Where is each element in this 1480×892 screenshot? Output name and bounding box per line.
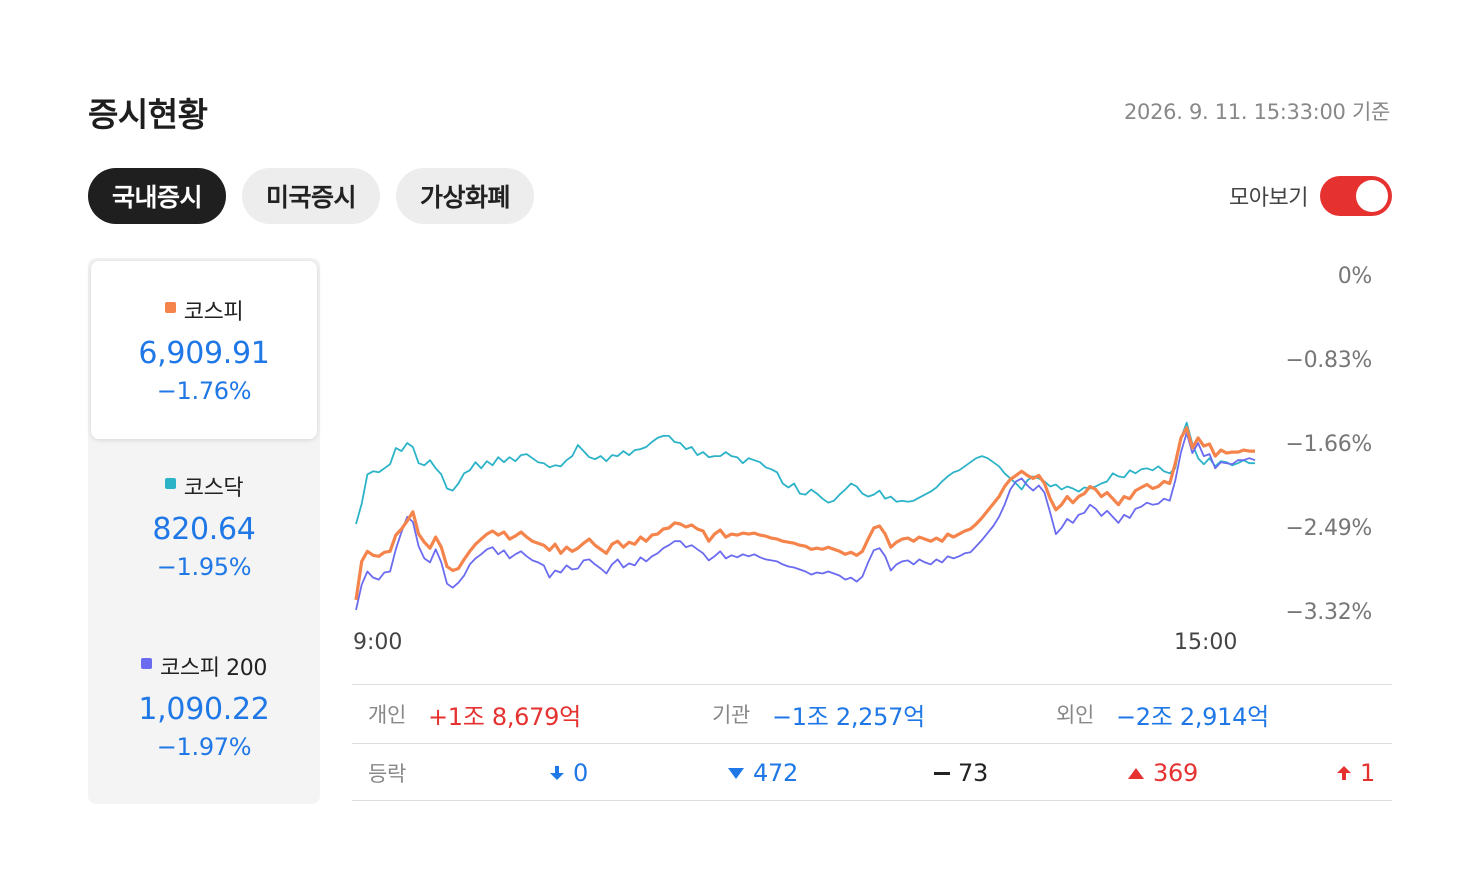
index-value: 1,090.22 — [138, 692, 270, 727]
tab-us[interactable]: 미국증시 — [242, 168, 381, 224]
y-tick-label: −0.83% — [1285, 348, 1372, 373]
page-title: 증시현황 — [88, 95, 208, 134]
decline-value: 472 — [753, 759, 798, 787]
index-name: 코스닥 — [88, 470, 320, 502]
index-card-kospi200[interactable]: 코스피 200 1,090.22 −1.97% — [88, 618, 320, 798]
index-name-text: 코스피 — [183, 300, 244, 325]
index-name: 코스피 200 — [88, 650, 320, 682]
intraday-chart: 0% −0.83% −1.66% −2.49% −3.32% 9:00 15:0… — [350, 258, 1392, 678]
y-tick-label: −2.49% — [1285, 516, 1372, 541]
upper-limit-count: 1 — [1337, 744, 1375, 802]
series-color-marker — [141, 657, 153, 669]
view-all-toggle[interactable] — [1320, 176, 1392, 216]
x-tick-label: 15:00 — [1174, 630, 1238, 655]
index-list: 코스피 6,909.91 −1.76% 코스닥 820.64 −1.95% 코스… — [88, 258, 320, 804]
index-change: −1.97% — [156, 733, 252, 761]
investor-label-individual: 개인 — [368, 703, 407, 727]
chart-plot — [354, 421, 1256, 611]
breadth-row: 등락 0 472 73 369 1 — [352, 743, 1392, 801]
bold-up-arrow-icon — [1337, 766, 1351, 780]
breadth-label: 등락 — [368, 762, 407, 786]
series-line-kospi200 — [355, 431, 1256, 611]
investor-label-foreign: 외인 — [1056, 703, 1095, 727]
index-change: −1.95% — [156, 553, 252, 581]
y-tick-label: 0% — [1337, 264, 1373, 289]
y-tick-label: −1.66% — [1285, 432, 1372, 457]
view-all-label: 모아보기 — [1229, 186, 1308, 211]
investor-value-individual: +1조 8,679억 — [428, 702, 581, 731]
market-tabs: 국내증시 미국증시 가상화폐 — [88, 168, 535, 224]
triangle-down-icon — [728, 767, 744, 779]
index-value: 820.64 — [152, 512, 256, 547]
unchanged-value: 73 — [958, 759, 988, 787]
index-change: −1.76% — [156, 377, 252, 405]
advance-value: 369 — [1153, 759, 1198, 787]
lower-limit-count: 0 — [550, 744, 588, 802]
index-name-text: 코스닥 — [183, 476, 244, 501]
index-card-kosdaq[interactable]: 코스닥 820.64 −1.95% — [88, 438, 320, 618]
upper-limit-value: 1 — [1360, 759, 1375, 787]
unchanged-count: 73 — [934, 744, 988, 802]
investor-value-foreign: −2조 2,914억 — [1116, 702, 1269, 731]
tab-domestic[interactable]: 국내증시 — [88, 168, 227, 224]
investor-value-institution: −1조 2,257억 — [772, 702, 925, 731]
series-line-kosdaq — [355, 421, 1255, 525]
index-card-kospi[interactable]: 코스피 6,909.91 −1.76% — [91, 261, 317, 439]
index-name-text: 코스피 200 — [160, 656, 267, 681]
triangle-up-icon — [1128, 767, 1144, 779]
tab-crypto[interactable]: 가상화폐 — [396, 168, 535, 224]
investor-row: 개인 +1조 8,679억 기관 −1조 2,257억 외인 −2조 2,914… — [352, 684, 1392, 742]
series-line-kospi — [354, 426, 1255, 601]
series-color-marker — [164, 477, 176, 489]
series-color-marker — [164, 301, 176, 313]
toggle-knob — [1356, 180, 1388, 212]
advance-count: 369 — [1128, 744, 1198, 802]
investor-label-institution: 기관 — [712, 703, 751, 727]
index-value: 6,909.91 — [138, 336, 270, 371]
timestamp: 2026. 9. 11. 15:33:00 기준 — [1123, 100, 1390, 124]
lower-limit-value: 0 — [573, 759, 588, 787]
dash-icon — [934, 771, 950, 775]
x-tick-label: 9:00 — [353, 630, 403, 655]
decline-count: 472 — [728, 744, 798, 802]
y-tick-label: −3.32% — [1285, 600, 1372, 625]
view-all-toggle-group: 모아보기 — [1229, 176, 1392, 216]
bold-down-arrow-icon — [550, 766, 564, 780]
index-name: 코스피 — [91, 294, 317, 326]
